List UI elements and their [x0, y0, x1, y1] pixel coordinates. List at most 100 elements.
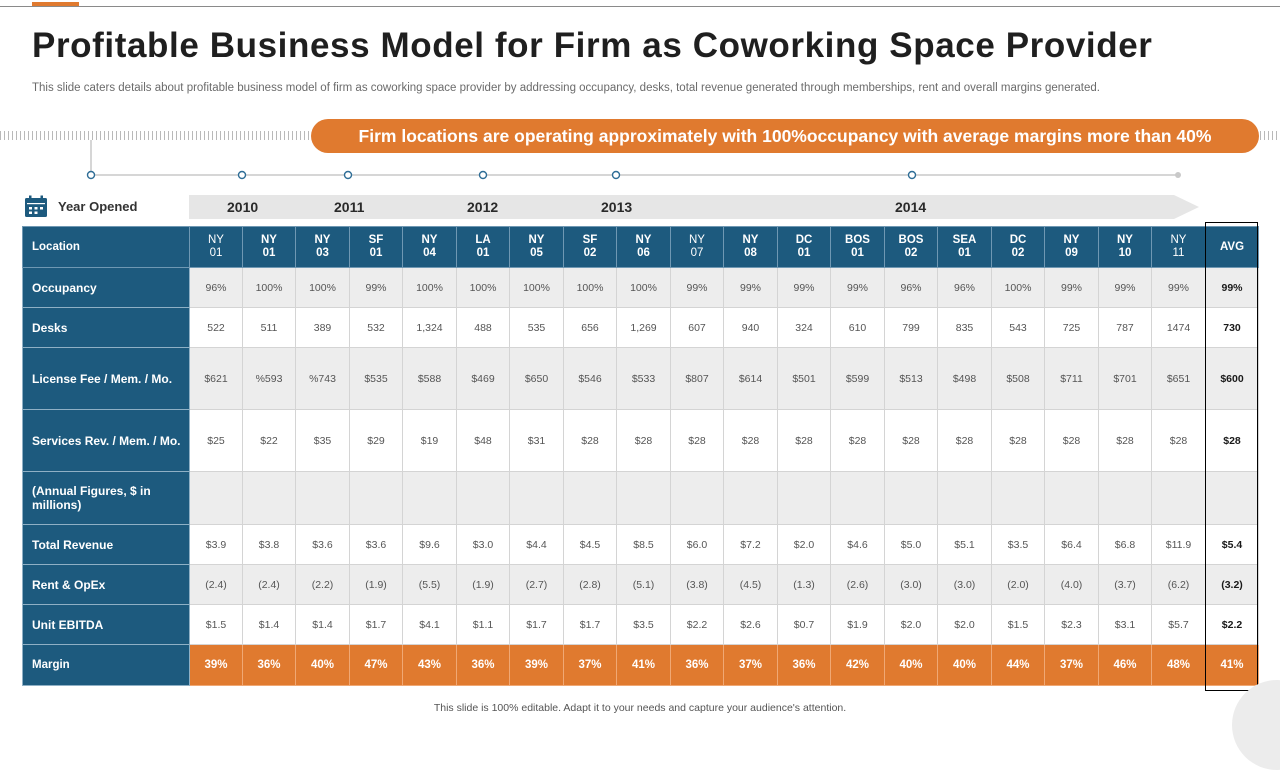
location-header-cell: BOS 01 — [830, 226, 885, 268]
row-label: Services Rev. / Mem. / Mo. — [22, 409, 190, 472]
table-cell: (5.5) — [402, 564, 457, 605]
location-code: DC — [1009, 234, 1027, 246]
location-code: NY — [261, 234, 277, 246]
footer-note: This slide is 100% editable. Adapt it to… — [433, 702, 847, 714]
table-cell: $28 — [1044, 409, 1099, 472]
table-cell: 100% — [563, 267, 617, 308]
table-cell: 799 — [884, 307, 938, 348]
table-cell: 39% — [509, 644, 564, 686]
table-cell: $2.3 — [1044, 604, 1099, 645]
table-cell: (1.9) — [349, 564, 403, 605]
location-code: NY — [635, 234, 652, 246]
table-cell: 324 — [777, 307, 831, 348]
table-cell: 39% — [189, 644, 243, 686]
table-cell: $4.6 — [830, 524, 885, 565]
location-number: 02 — [583, 247, 597, 259]
location-code: NY — [421, 234, 438, 246]
table-cell: 42% — [830, 644, 885, 686]
table-cell: $11.9 — [1151, 524, 1206, 565]
table-cell: $1.7 — [563, 604, 617, 645]
timeline-node — [86, 170, 96, 180]
table-cell: (6.2) — [1151, 564, 1206, 605]
row-label: Occupancy — [22, 267, 190, 308]
avg-cell: 41% — [1205, 644, 1259, 686]
table-cell — [616, 471, 671, 525]
location-number: 04 — [423, 247, 436, 259]
table-cell — [242, 471, 296, 525]
table-cell: $588 — [402, 347, 457, 410]
location-header-cell: SF 02 — [563, 226, 617, 268]
decorative-ruler-left — [0, 131, 320, 140]
location-number: 02 — [1011, 247, 1025, 259]
table-cell: 36% — [670, 644, 724, 686]
table-cell: 37% — [563, 644, 617, 686]
timeline-node — [237, 170, 247, 180]
location-header-cell: NY 05 — [509, 226, 564, 268]
location-header-cell: NY 08 — [723, 226, 778, 268]
table-cell: 99% — [1098, 267, 1152, 308]
table-cell: 47% — [349, 644, 403, 686]
table-cell: 99% — [1044, 267, 1099, 308]
table-row: Desks 522 511 389 532 1,324 488 535 656 1,269 607 9… — [22, 307, 1259, 348]
table-cell: $1.7 — [509, 604, 564, 645]
location-code: NY — [1170, 234, 1187, 246]
table-cell: $28 — [616, 409, 671, 472]
table-cell: 835 — [937, 307, 992, 348]
location-code: BOS — [898, 234, 924, 246]
table-cell: $501 — [777, 347, 831, 410]
table-cell: 535 — [509, 307, 564, 348]
avg-cell: $5.4 — [1205, 524, 1259, 565]
location-header: Location — [22, 226, 190, 268]
table-cell: $2.2 — [670, 604, 724, 645]
table-cell: $25 — [189, 409, 243, 472]
table-cell: $1.1 — [456, 604, 510, 645]
table-cell: 99% — [349, 267, 403, 308]
table-cell: 40% — [295, 644, 350, 686]
table-row: Margin 39% 36% 40% 47% 43% 36% 39% 37% 41% 36% 37% 3… — [22, 644, 1259, 686]
table-cell: (3.0) — [937, 564, 992, 605]
timeline-node — [343, 170, 353, 180]
table-cell: $48 — [456, 409, 510, 472]
location-code: DC — [795, 234, 813, 246]
top-rule — [0, 6, 1280, 7]
location-header-cell: NY 09 — [1044, 226, 1099, 268]
table-cell: (4.0) — [1044, 564, 1099, 605]
table-cell: $4.1 — [402, 604, 457, 645]
table-row: Rent & OpEx (2.4) (2.4) (2.2) (1.9) (5.5) (1.9… — [22, 564, 1259, 605]
table-cell: $29 — [349, 409, 403, 472]
decorative-ruler-right — [1256, 131, 1280, 140]
table-cell: $2.0 — [937, 604, 992, 645]
table-cell: 100% — [456, 267, 510, 308]
year-opened-label: Year Opened — [58, 199, 138, 214]
table-cell: $498 — [937, 347, 992, 410]
table-cell: $508 — [991, 347, 1045, 410]
location-number: 01 — [369, 247, 383, 259]
table-cell: $31 — [509, 409, 564, 472]
location-code: SEA — [952, 234, 977, 246]
table-row: Occupancy 96% 100% 100% 99% 100% 100% 100% 100% 1… — [22, 267, 1259, 308]
table-cell: $6.0 — [670, 524, 724, 565]
table-cell: $535 — [349, 347, 403, 410]
location-number: 02 — [904, 247, 918, 259]
table-cell: $28 — [937, 409, 992, 472]
location-code: BOS — [845, 234, 870, 246]
location-header-cell: NY 10 — [1098, 226, 1152, 268]
table-row: (Annual Figures, $ in millions) — [22, 471, 1259, 525]
location-number: 01 — [476, 247, 490, 259]
table-cell: $4.4 — [509, 524, 564, 565]
location-header-cell: SF 01 — [349, 226, 403, 268]
location-code: SF — [582, 234, 598, 246]
table-cell: 1,269 — [616, 307, 671, 348]
location-number: 03 — [316, 247, 329, 259]
location-number: 01 — [958, 247, 971, 259]
table-cell: 40% — [937, 644, 992, 686]
table-cell — [991, 471, 1045, 525]
table-cell: $35 — [295, 409, 350, 472]
table-cell — [777, 471, 831, 525]
table-cell: $807 — [670, 347, 724, 410]
table-cell: $1.4 — [295, 604, 350, 645]
table-row: Total Revenue $3.9 $3.8 $3.6 $3.6 $9.6 $3.0 $4.… — [22, 524, 1259, 565]
table-cell: $5.1 — [937, 524, 992, 565]
location-number: 01 — [797, 247, 811, 259]
top-accent-bar — [32, 2, 79, 6]
